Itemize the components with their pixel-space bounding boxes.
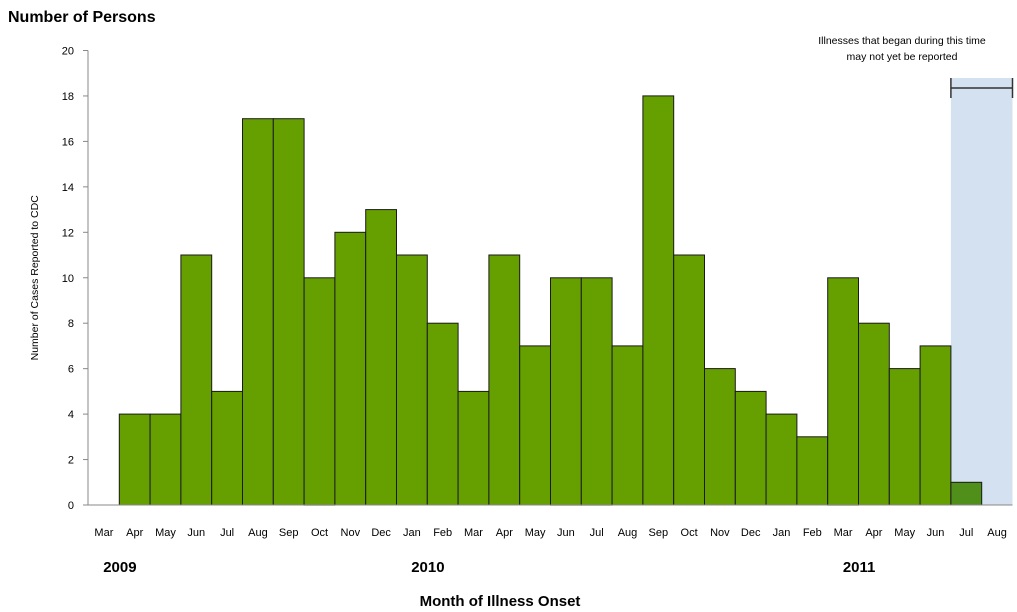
annotation-line-1: Illnesses that began during this time (818, 35, 986, 47)
y-tick-label: 18 (62, 91, 74, 103)
bar-3 (149, 413, 182, 506)
bar-23 (765, 413, 798, 506)
bar-27 (888, 368, 921, 506)
bar-8 (303, 277, 336, 506)
annotation-line-2: may not yet be reported (847, 51, 958, 63)
x-tick-label: May (894, 527, 915, 539)
x-tick-label: Aug (987, 527, 1007, 539)
y-axis-label: Number of Cases Reported to CDC (29, 195, 41, 361)
y-tick-label: 10 (62, 273, 74, 285)
bar-12 (426, 322, 459, 506)
x-tick-label: Feb (803, 527, 822, 539)
bar-10 (365, 209, 398, 506)
bar-24 (796, 436, 829, 506)
unreported-bracket (950, 78, 1014, 98)
x-tick-label: Jul (590, 527, 604, 539)
x-tick-label: May (155, 527, 176, 539)
y-tick-label: 14 (62, 182, 74, 194)
x-tick-label: Jan (773, 527, 791, 539)
x-tick-label: Aug (618, 527, 638, 539)
x-tick-label: Mar (834, 527, 853, 539)
bar-22 (734, 390, 767, 506)
x-tick-label: Feb (433, 527, 452, 539)
x-tick-label: May (525, 527, 546, 539)
x-tick-label: Jun (927, 527, 945, 539)
bar-28 (919, 345, 952, 506)
x-tick-label: Apr (865, 527, 882, 539)
bar-5 (211, 390, 243, 506)
x-tick-label: Oct (311, 527, 328, 539)
x-tick-label: Oct (681, 527, 698, 539)
x-tick-label: Aug (248, 527, 268, 539)
x-tick-label: Jan (403, 527, 421, 539)
unreported-period-shade (950, 78, 1013, 505)
bar-11 (396, 254, 428, 506)
y-tick-label: 12 (62, 227, 74, 239)
bar-25 (827, 277, 860, 506)
x-tick-label: Dec (371, 527, 391, 539)
y-tick-label: 6 (68, 364, 74, 376)
x-tick-label: Jun (187, 527, 205, 539)
bar-19 (642, 95, 675, 506)
chart-title: Number of Persons (8, 9, 156, 26)
x-tick-label: Jul (220, 527, 234, 539)
bar-21 (704, 368, 736, 506)
y-tick-label: 4 (68, 409, 74, 421)
x-tick-label: Nov (710, 527, 730, 539)
x-tick-label: Apr (126, 527, 143, 539)
x-axis: Mar Apr May Jun Jul Aug Sep Oct Nov Dec Jan Feb Mar A… (88, 504, 1013, 539)
x-tick-label: Mar (464, 527, 483, 539)
y-tick-label: 20 (62, 46, 74, 58)
year-label-2011: 2011 (843, 559, 876, 576)
y-tick-label: 8 (68, 318, 74, 330)
bar-29 (950, 481, 983, 506)
x-tick-label: Nov (341, 527, 361, 539)
x-axis-label: Month of Illness Onset (420, 593, 581, 610)
year-label-2010: 2010 (411, 559, 444, 576)
bar-9 (334, 231, 367, 506)
bar-17 (580, 277, 613, 506)
bar-18 (611, 345, 644, 506)
bar-2 (118, 413, 151, 506)
bar-4 (180, 254, 213, 506)
bar-15 (519, 345, 552, 506)
y-tick-label: 2 (68, 455, 74, 467)
bar-26 (858, 322, 890, 506)
x-tick-label: Jul (959, 527, 973, 539)
x-tick-label: Sep (279, 527, 299, 539)
bar-7 (272, 118, 305, 506)
x-tick-label: Apr (496, 527, 513, 539)
y-axis: 0 2 4 6 8 10 12 14 16 18 20 (62, 46, 89, 512)
bar-20 (673, 254, 706, 506)
y-tick-label: 0 (68, 500, 74, 512)
x-tick-label: Mar (94, 527, 113, 539)
bar-16 (550, 277, 582, 506)
x-tick-label: Sep (649, 527, 669, 539)
year-label-2009: 2009 (103, 559, 136, 576)
bar-13 (457, 390, 490, 506)
bar-6 (242, 118, 274, 506)
bars (118, 95, 983, 506)
x-tick-label: Jun (557, 527, 575, 539)
year-labels: 2009 2010 2011 (103, 559, 875, 576)
x-tick-label: Dec (741, 527, 761, 539)
y-tick-label: 16 (62, 136, 74, 148)
bar-14 (488, 254, 521, 506)
